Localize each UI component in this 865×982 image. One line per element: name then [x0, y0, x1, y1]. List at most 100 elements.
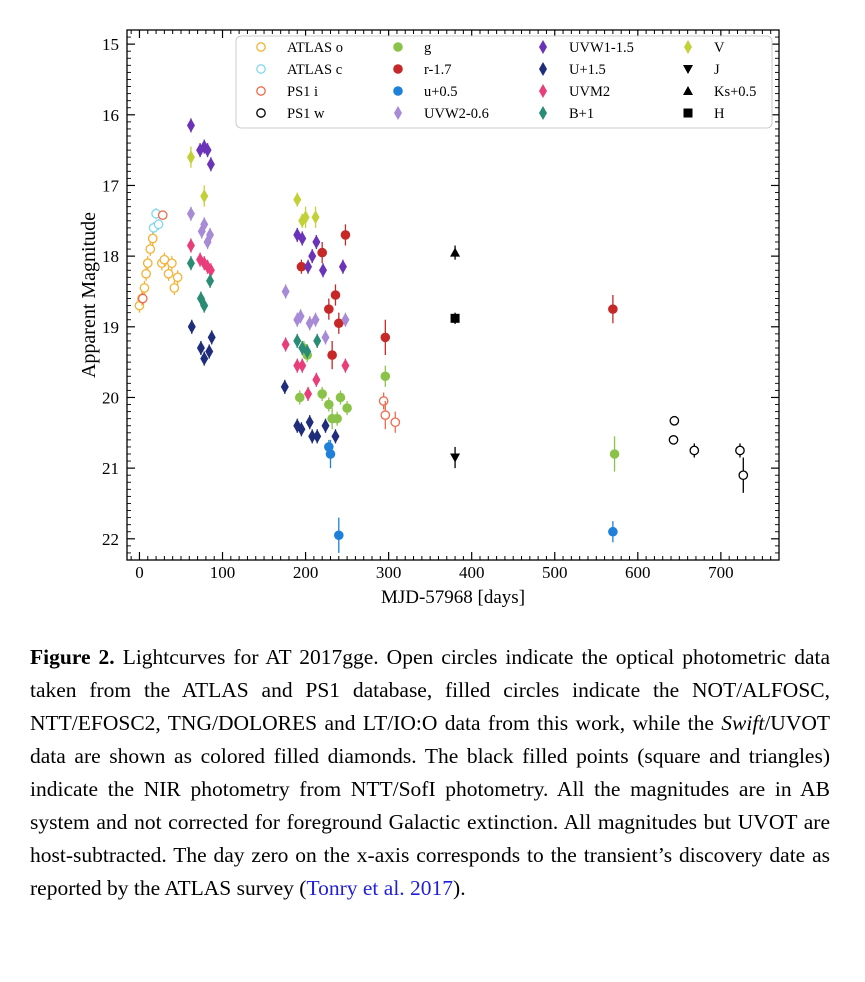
series-uvw2-0-6 [186, 206, 350, 345]
data-point [608, 526, 618, 537]
data-point [317, 389, 327, 399]
data-point [293, 192, 302, 207]
data-point [206, 227, 215, 242]
data-point [608, 304, 618, 314]
legend-label: UVW2-0.6 [424, 106, 489, 122]
series-ps1-w [668, 415, 749, 493]
x-axis-label: MJD-57968 [days] [381, 587, 525, 608]
data-point [340, 230, 351, 240]
data-point [205, 344, 214, 359]
legend-marker [256, 64, 266, 74]
legend-marker [256, 86, 266, 96]
data-point [206, 273, 215, 288]
series-u-0-5 [324, 439, 618, 553]
legend-marker [539, 84, 547, 98]
legend-marker [256, 42, 266, 52]
data-point [172, 272, 183, 283]
citation-link[interactable]: Tonry et al. 2017 [306, 876, 454, 900]
data-point [308, 249, 317, 264]
plot-frame [126, 29, 780, 561]
data-point [333, 318, 344, 329]
legend-box [235, 35, 773, 129]
series-ps1-i [137, 210, 401, 433]
legend-marker [256, 108, 266, 118]
legend-marker [393, 86, 403, 96]
data-point [341, 312, 350, 327]
legend-label: U+1.5 [569, 62, 606, 78]
data-point [163, 268, 174, 279]
data-point [297, 422, 306, 437]
data-point [321, 330, 330, 345]
legend-marker [539, 106, 547, 120]
data-point [203, 143, 212, 158]
data-point [324, 304, 334, 314]
data-point [305, 415, 314, 430]
legend-label: UVW1-1.5 [569, 40, 634, 56]
data-point [338, 259, 347, 274]
series-uvw1-1-5 [186, 118, 347, 278]
data-point [668, 435, 679, 445]
data-point [293, 358, 302, 373]
x-tick-label: 400 [459, 563, 485, 582]
series-u-1-5 [187, 319, 340, 444]
data-point [186, 118, 195, 133]
data-point [147, 233, 158, 244]
data-point [139, 283, 150, 293]
data-point [186, 238, 195, 253]
data-point [313, 429, 322, 444]
data-point [380, 371, 391, 382]
data-point [207, 330, 216, 345]
caption-text-end: ). [453, 876, 466, 900]
series-r-1-7 [296, 224, 618, 370]
data-point [311, 210, 320, 225]
data-point [153, 219, 164, 230]
data-point [330, 290, 341, 300]
data-point [450, 453, 461, 463]
legend-marker [393, 42, 403, 52]
data-point [312, 235, 321, 249]
data-point [308, 429, 317, 444]
legend-label: B+1 [569, 106, 594, 122]
data-point [200, 298, 209, 313]
data-point [324, 399, 334, 410]
legend-marker [394, 106, 402, 120]
lightcurve-chart: 0 100 200 300 400 500 600 700 15 16 17 18 19 20 21 22 MJ… [78, 29, 780, 608]
series-h [450, 312, 460, 324]
data-point [319, 263, 328, 278]
data-point [304, 386, 313, 401]
data-point [186, 206, 195, 221]
data-point [380, 332, 391, 343]
data-point [196, 341, 205, 355]
legend-marker [539, 62, 547, 76]
legend-label: r-1.7 [424, 62, 452, 78]
data-point [450, 313, 460, 323]
data-point [669, 415, 680, 426]
data-point [137, 293, 148, 304]
series-j [450, 446, 461, 469]
data-point [167, 258, 177, 269]
data-point [390, 417, 401, 428]
data-point [450, 247, 461, 257]
data-point [342, 403, 352, 413]
y-tick-label: 18 [102, 247, 119, 266]
data-point [689, 445, 700, 456]
data-point [325, 449, 336, 459]
legend-label: J [714, 62, 720, 78]
x-tick-label: 200 [293, 563, 319, 582]
legend-marker [393, 64, 403, 74]
x-tick-label: 100 [210, 563, 236, 582]
y-tick-label: 20 [102, 388, 119, 407]
data-point [294, 392, 305, 403]
caption-text-1: Lightcurves for AT 2017gge. Open circles… [30, 645, 831, 735]
data-point [317, 247, 327, 258]
legend-marker [683, 108, 693, 118]
legend-label: PS1 i [287, 84, 318, 100]
legend-label: ATLAS c [287, 62, 342, 78]
data-point [335, 392, 346, 403]
legend-label: V [714, 40, 725, 56]
data-point [341, 358, 350, 373]
x-tick-label: 700 [708, 563, 734, 582]
x-tick-label: 600 [625, 563, 651, 582]
caption-text-2: /UVOT data are shown as colored filled d… [30, 711, 830, 900]
y-tick-label: 17 [102, 176, 120, 195]
